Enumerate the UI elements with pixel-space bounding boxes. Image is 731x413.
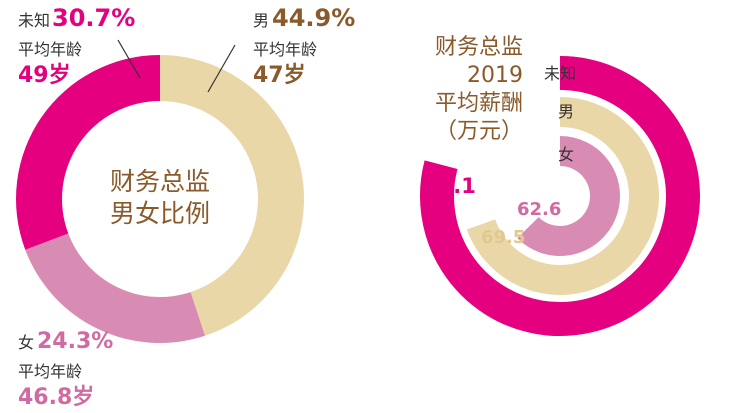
label-female: 女 <box>18 333 34 352</box>
gender-ratio-donut: 财务总监 男女比例 未知 30.7% 平均年龄 49岁 男 44.9% 平均年龄… <box>15 4 355 410</box>
radial-value-unknown: 79.1 <box>424 174 476 198</box>
donut-slice-female <box>25 233 205 343</box>
radial-category-male: 男 <box>558 102 574 121</box>
value-unknown: 30.7% <box>52 4 135 32</box>
radial-bar-male <box>466 97 659 295</box>
value-female: 24.3% <box>37 329 113 354</box>
salary-radial-chart: 未知 男 女 79.1 69.5 62.6 财务总监 2019 平均薪酬 （万元… <box>420 35 700 336</box>
radial-bar-female <box>517 136 620 256</box>
avg-age-caption-male: 平均年龄 <box>253 40 317 59</box>
donut-center-title-line1: 财务总监 <box>110 167 210 196</box>
avg-age-caption-unknown: 平均年龄 <box>18 40 82 59</box>
avg-age-caption-female: 平均年龄 <box>18 362 82 381</box>
radial-bar-unknown <box>420 56 700 336</box>
donut-center-title-line2: 男女比例 <box>110 199 210 228</box>
radial-title-line3: 平均薪酬 <box>435 91 523 116</box>
leader-line-unknown <box>117 39 141 79</box>
avg-age-unknown: 49岁 <box>18 62 71 88</box>
radial-value-female: 62.6 <box>517 199 561 220</box>
avg-age-female: 46.8岁 <box>18 384 94 410</box>
radial-category-unknown: 未知 <box>544 64 576 83</box>
radial-value-male: 69.5 <box>481 227 525 248</box>
label-unknown: 未知 <box>18 11 50 30</box>
donut-slice-unknown <box>15 55 160 250</box>
radial-title-line1: 财务总监 <box>435 35 523 60</box>
radial-title-line2: 2019 <box>467 63 523 88</box>
leader-line-male <box>207 44 236 93</box>
label-male: 男 <box>253 11 269 30</box>
donut-slice-male <box>160 55 305 336</box>
radial-category-female: 女 <box>558 145 574 164</box>
radial-title-line4: （万元） <box>435 119 523 144</box>
avg-age-male: 47岁 <box>253 62 306 88</box>
value-male: 44.9% <box>272 4 355 32</box>
